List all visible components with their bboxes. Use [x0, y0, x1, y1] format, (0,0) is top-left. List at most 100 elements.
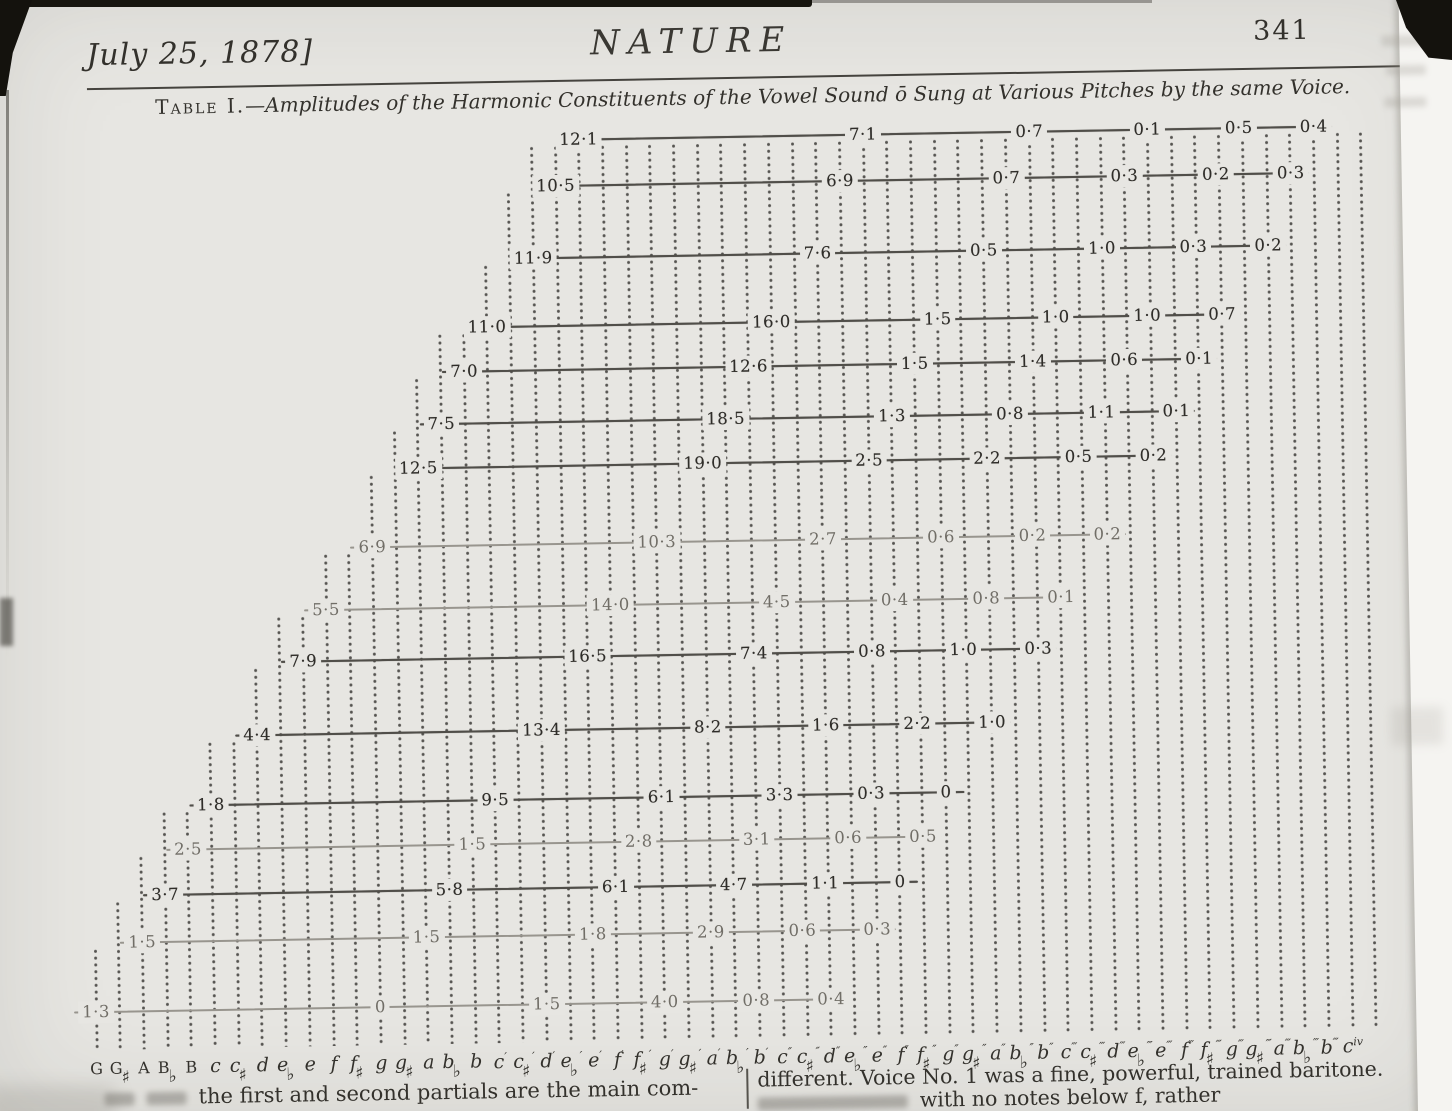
partial-amplitude-value: 11·9 [509, 246, 557, 270]
note-axis-label: d′ [540, 1049, 554, 1072]
dotted-guide-column [719, 143, 739, 1039]
note-axis-label: f′′′ [1181, 1038, 1194, 1061]
octave-prime-mark: ′′ [954, 1042, 958, 1057]
partial-amplitude-value: 4·5 [758, 590, 795, 614]
bleed-through-mark [1390, 706, 1444, 746]
note-letter: b [1036, 1041, 1050, 1064]
partial-amplitude-value: 2·5 [169, 838, 207, 861]
octave-prime-mark: ′′′ [1187, 1037, 1194, 1053]
partial-amplitude-value: 6·1 [597, 875, 634, 899]
note-axis-label: g′ [659, 1047, 673, 1070]
partial-amplitude-value: 0·1 [1129, 118, 1166, 141]
partial-amplitude-value: 1·1 [807, 872, 844, 895]
note-letter: f [330, 1052, 338, 1076]
partial-amplitude-value: 0·2 [1014, 524, 1051, 548]
partial-amplitude-value: 1·0 [1083, 237, 1121, 260]
illegible-text-smudge [146, 1091, 187, 1106]
note-letter: g [375, 1052, 388, 1075]
octave-prime-mark: ′′′ [1119, 1039, 1125, 1054]
note-axis-label: c♯ [230, 1054, 249, 1086]
note-letter: e [871, 1044, 884, 1067]
partial-amplitude-value: 0·3 [859, 918, 896, 941]
partial-amplitude-value: 4·0 [646, 990, 683, 1014]
dotted-guide-column [932, 139, 952, 1036]
note-axis-label: b [470, 1050, 483, 1072]
partial-amplitude-value: 7·6 [799, 242, 836, 265]
partial-amplitude-value: 0 [936, 781, 956, 804]
dotted-guide-column [790, 141, 810, 1038]
partial-amplitude-value: 0·6 [830, 826, 867, 850]
note-axis-label: e♭ [277, 1054, 297, 1085]
partial-amplitude-value: 0·6 [784, 919, 821, 943]
octave-prime-mark: iv [1353, 1035, 1364, 1049]
note-letter: b [1320, 1036, 1333, 1059]
note-axis-label: a′ [706, 1046, 719, 1069]
note-axis-label: b♭′ [726, 1045, 748, 1078]
dotted-guide-column [1240, 133, 1260, 1030]
note-axis-label: civ [1343, 1035, 1364, 1057]
octave-prime-mark: ′ [648, 1047, 651, 1062]
partial-amplitude-value: 0·7 [1011, 120, 1048, 144]
note-letter: a [989, 1042, 1002, 1065]
note-axis-label: g♯ [395, 1052, 416, 1083]
partial-amplitude-value: 9·5 [477, 788, 514, 812]
partial-amplitude-value: 1·8 [574, 923, 612, 946]
dotted-guide-column [837, 141, 857, 1037]
bleed-through-mark [1384, 96, 1427, 108]
dotted-guide-column [1145, 135, 1165, 1032]
dotted-guide-column [1311, 132, 1331, 1029]
note-axis-label: c′ [493, 1050, 507, 1073]
partial-amplitude-value: 0·4 [813, 987, 850, 1011]
note-axis-label: f [330, 1053, 337, 1075]
table-caption: Table I.—Amplitudes of the Harmonic Cons… [155, 74, 1350, 119]
dotted-guide-column [1098, 136, 1118, 1033]
dotted-guide-column [1122, 136, 1141, 1032]
octave-prime-mark: ′′ [787, 1045, 792, 1060]
dotted-guide-column [553, 145, 573, 1042]
partial-amplitude-value: 7·0 [446, 360, 483, 383]
note-axis-label: d′′ [824, 1044, 840, 1067]
dotted-guide-column [648, 144, 667, 1041]
bleed-through-mark [1385, 64, 1426, 76]
note-letter: c [777, 1046, 789, 1069]
partial-amplitude-value: 1·0 [1129, 304, 1166, 327]
octave-prime-mark: ′′′ [1071, 1040, 1077, 1055]
partial-amplitude-value: 4·7 [715, 873, 752, 897]
note-axis-label: e♭′′ [844, 1044, 867, 1076]
partial-amplitude-value: 2·8 [620, 830, 657, 853]
partial-amplitude-value: 1·0 [974, 711, 1011, 734]
partial-amplitude-value: 1·0 [1037, 305, 1074, 329]
partial-amplitude-value: 13·4 [517, 718, 566, 742]
partial-amplitude-value: 0·8 [738, 989, 775, 1012]
partial-amplitude-value: 7·4 [735, 642, 773, 665]
octave-prime-mark: ′ [745, 1045, 748, 1060]
note-axis-label: c♯′′′ [1080, 1039, 1105, 1072]
octave-prime-mark: ′′′ [1098, 1039, 1105, 1054]
note-axis-label: e♭′′′ [1127, 1039, 1152, 1071]
octave-prime-mark: ′′ [835, 1044, 840, 1059]
partial-amplitude-value: 5·5 [308, 598, 345, 622]
octave-prime-mark: ′′ [1049, 1040, 1053, 1055]
note-axis-label: g♯′′ [962, 1042, 986, 1074]
partial-amplitude-value: 12·6 [724, 355, 773, 379]
partial-amplitude-value: 1·5 [454, 833, 491, 856]
partial-amplitude-value: 6·1 [643, 785, 680, 809]
dotted-guide-column [814, 141, 833, 1038]
note-axis-label: g [375, 1052, 388, 1074]
dotted-guide-column [672, 143, 691, 1040]
note-axis-label: b♭′′ [1009, 1040, 1034, 1073]
dotted-guide-column [323, 554, 336, 1047]
note-letter: c [1060, 1041, 1072, 1064]
dotted-guide-column [1288, 133, 1307, 1030]
partial-amplitude-value: 7·5 [423, 412, 460, 436]
octave-prime-mark: ′ [599, 1048, 602, 1063]
note-axis-label: f♯′′ [917, 1042, 936, 1074]
octave-prime-mark: ′′ [1029, 1040, 1034, 1055]
partial-amplitude-value: 7·1 [844, 123, 882, 146]
dotted-guide-column [1264, 133, 1284, 1030]
partial-amplitude-value: 0·8 [968, 587, 1005, 610]
partial-amplitude-value: 0·7 [988, 166, 1025, 190]
note-axis-label: A [138, 1056, 151, 1078]
